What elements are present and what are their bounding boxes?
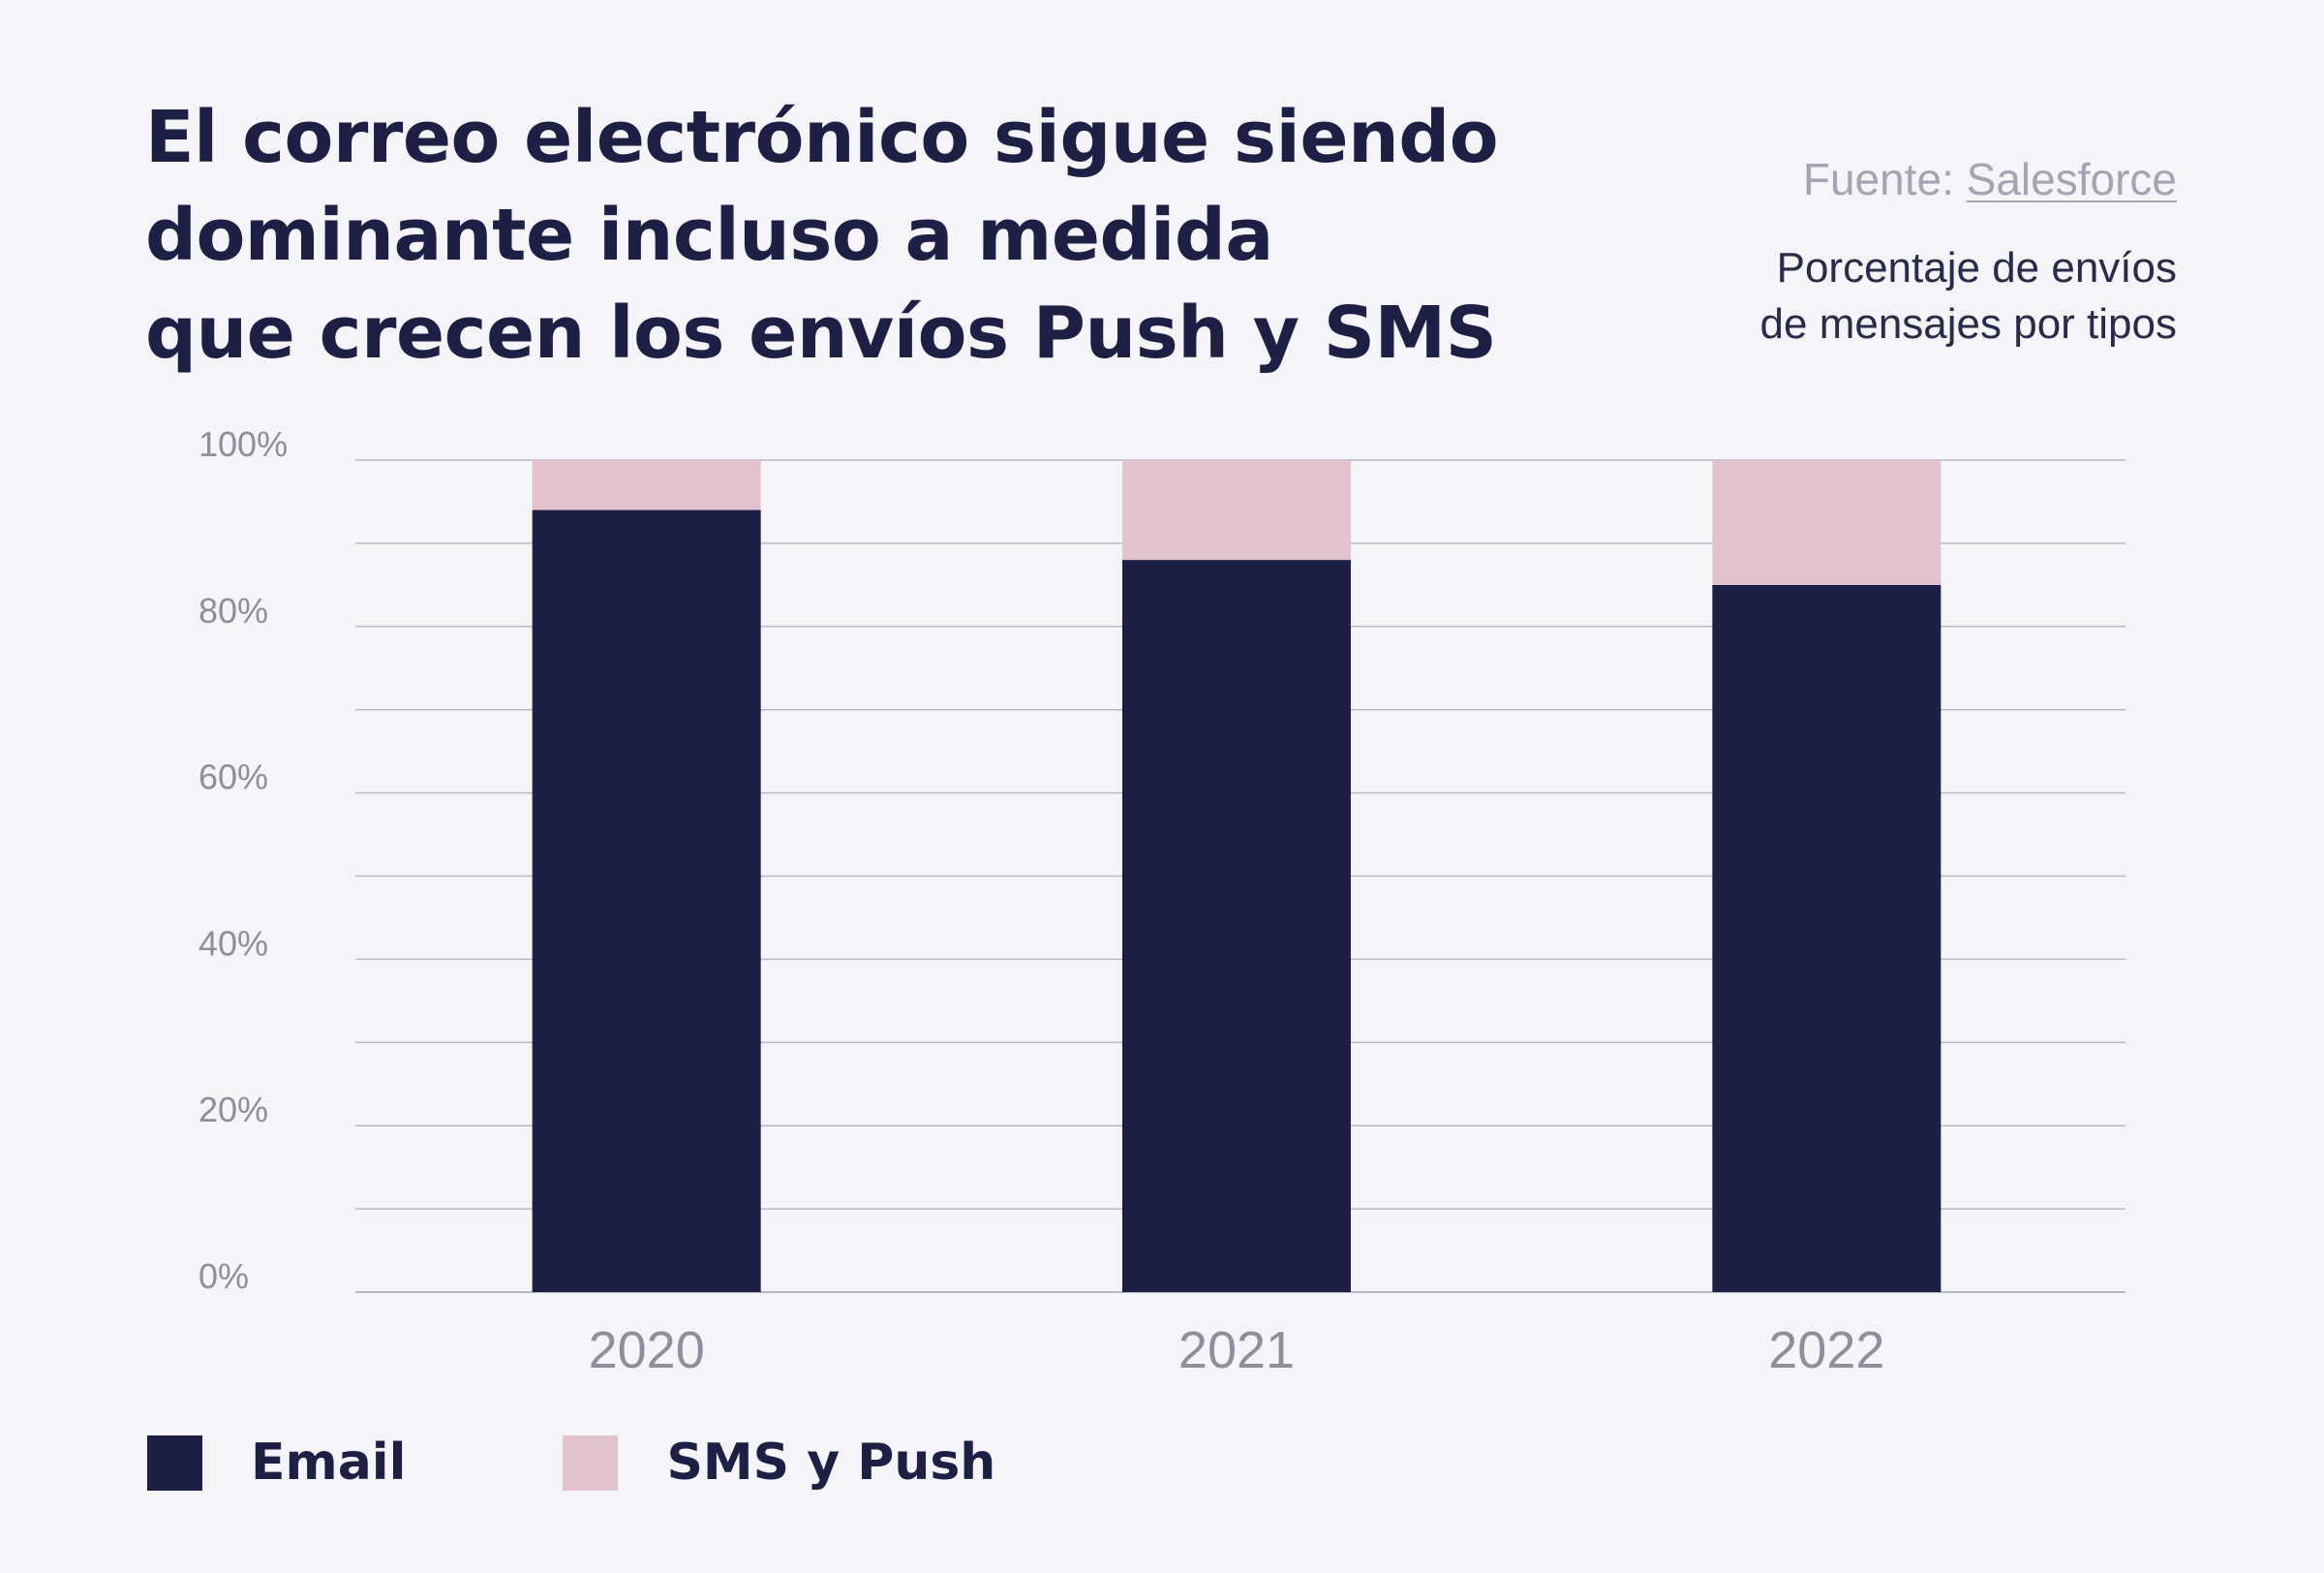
bar-sms-push-2020 [532,460,761,510]
legend-item-sms-push: SMS y Push [563,1434,995,1492]
chart-subtitle: Porcentaje de envíos de mensajes por tip… [1760,240,2177,353]
legend: Email SMS y Push [147,1434,1152,1492]
x-tick-label: 2020 [589,1321,705,1379]
bar-email-2022 [1712,584,1942,1292]
x-tick-label: 2021 [1178,1321,1295,1379]
chart-subtitle-line-1: Porcentaje de envíos [1776,244,2177,292]
source-note: Fuente: Salesforce [1803,153,2177,205]
bar-sms-push-2022 [1712,460,1942,585]
y-tick-label: 40% [199,923,268,963]
bar-email-2020 [532,509,761,1292]
bars [532,460,1942,1292]
y-axis-ticks: 0% 20% 40% 60% 80% 100% [199,424,288,1296]
y-tick-label: 100% [199,424,288,464]
legend-swatch-email [147,1434,202,1491]
chart-title-line-2: dominante incluso a medida [145,194,1273,277]
bar-email-2021 [1122,560,1351,1292]
legend-label-sms-push: SMS y Push [666,1434,996,1492]
legend-item-email: Email [147,1434,406,1492]
bar-sms-push-2021 [1122,460,1351,561]
y-tick-label: 80% [199,591,268,631]
chart-subtitle-line-2: de mensajes por tipos [1759,300,2177,348]
x-axis-ticks: 2020 2021 2022 [589,1321,1885,1379]
chart-title: El correo electrónico sigue siendo domin… [145,89,1695,383]
y-tick-label: 20% [199,1090,268,1129]
chart-title-line-3: que crecen los envíos Push y SMS [145,292,1497,375]
chart-title-line-1: El correo electrónico sigue siendo [145,96,1499,179]
source-link[interactable]: Salesforce [1966,154,2177,204]
legend-label-email: Email [251,1434,407,1492]
legend-swatch-sms-push [563,1434,619,1491]
source-prefix: Fuente: [1802,154,1967,204]
y-tick-label: 60% [199,757,268,797]
y-tick-label: 0% [199,1256,249,1296]
x-tick-label: 2022 [1768,1321,1884,1379]
